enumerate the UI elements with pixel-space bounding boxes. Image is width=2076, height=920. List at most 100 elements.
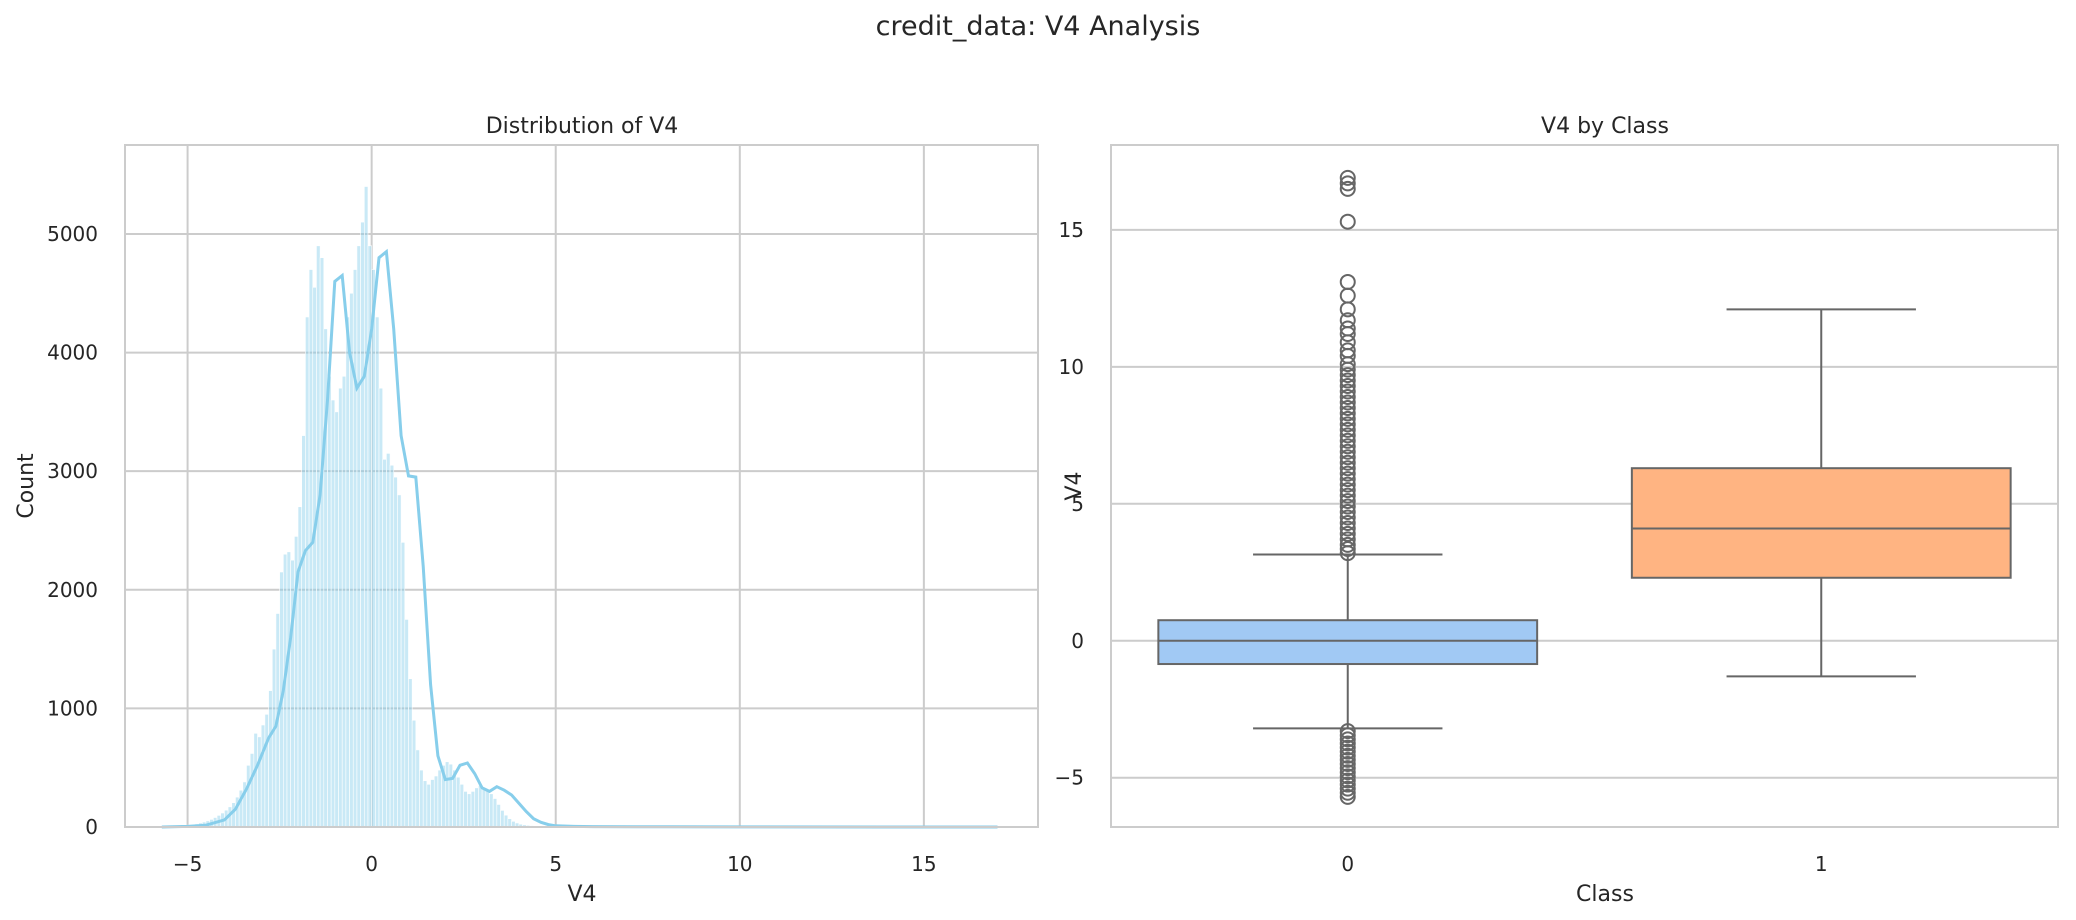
boxplot-outlier [1339,747,1356,764]
histogram-bar [489,793,494,828]
boxplot-outlier [1339,180,1356,197]
boxplot-box [1157,619,1539,666]
boxplot-outlier [1339,169,1356,186]
boxplot-outlier [1339,372,1356,389]
histogram-bar [268,690,273,828]
boxplot-outlier [1339,427,1356,444]
histogram-bar [371,269,376,828]
histogram-bar [231,802,236,828]
boxplot-y-tick-label: 5 [1071,492,1084,516]
histogram-y-tick-label: 4000 [47,341,98,365]
boxplot-outlier [1339,443,1356,460]
boxplot-y-label: V4 [1062,471,1087,500]
boxplot-outlier [1339,776,1356,793]
boxplot-outlier [1339,460,1356,477]
histogram-bar [345,316,350,828]
boxplot-outlier [1339,175,1356,192]
boxplot-outlier [1339,399,1356,416]
histogram-bar [308,269,314,828]
histogram-bar [478,785,483,828]
histogram-bar [253,732,258,828]
boxplot-title: V4 by Class [1541,114,1669,139]
histogram-x-tick-label: 15 [911,852,936,876]
boxplot-outlier [1339,504,1356,521]
boxplot-outlier [1339,498,1356,515]
boxplot-outlier [1339,394,1356,411]
histogram-x-label: V4 [567,882,596,907]
histogram-bar [338,387,343,828]
histogram-bar [382,459,387,828]
histogram-title: Distribution of V4 [486,114,679,139]
histogram-bar [426,784,431,828]
boxplot-outlier [1339,273,1356,290]
histogram-bar [474,787,479,828]
boxplot-y-tick-label: 0 [1071,629,1084,653]
boxplot-outlier [1339,493,1356,510]
boxplot-frame [1110,144,2059,828]
boxplot-outlier [1339,768,1356,785]
histogram-bar [375,316,380,828]
boxplot-outlier [1339,405,1356,422]
figure-suptitle: credit_data: V4 Analysis [876,11,1201,42]
histogram-y-tick-label: 2000 [47,578,98,602]
histogram-bar [249,753,255,828]
boxplot-outlier [1339,731,1356,748]
histogram-bar [444,761,450,828]
histogram-bar [503,814,509,828]
boxplot-outlier [1339,756,1356,773]
boxplot-outlier [1339,342,1356,359]
boxplot-box [1630,467,2012,579]
boxplot-outlier [1339,416,1356,433]
histogram-bar [419,769,424,828]
boxplot-outlier [1339,454,1356,471]
boxplot-y-tick-label: 15 [1059,218,1084,242]
boxplot-outlier [1339,367,1356,384]
boxplot-outlier [1339,540,1356,557]
histogram-bar [397,494,402,828]
histogram-bar [363,186,369,828]
boxplot-outlier [1339,334,1356,351]
histogram-bar [264,714,269,828]
boxplot-outlier [1339,735,1356,752]
histogram-bar [433,775,439,828]
boxplot-outlier [1339,482,1356,499]
histogram-bar [271,648,277,828]
histogram-bar [437,769,442,828]
boxplot-outlier [1339,780,1356,797]
histogram-bar [496,804,501,828]
boxplot-y-tick-label: 10 [1059,355,1084,379]
boxplot-outlier [1339,312,1356,329]
histogram-bar [448,763,453,828]
boxplot-outlier [1339,727,1356,744]
histogram-bar [389,464,395,828]
boxplot-outlier [1339,383,1356,400]
boxplot-outlier [1339,378,1356,395]
boxplot-outlier [1339,438,1356,455]
histogram-bar [334,411,339,828]
boxplot-outlier [1339,536,1356,553]
boxplot-x-tick-label: 1 [1815,852,1828,876]
boxplot-outlier [1339,421,1356,438]
histogram-y-label: Count [14,453,39,519]
boxplot-y-tick-label: −5 [1055,766,1084,790]
boxplot-x-tick-label: 0 [1341,852,1354,876]
boxplot-x-label: Class [1576,882,1634,907]
histogram-bar [316,245,321,828]
histogram-bar [485,789,490,828]
histogram-bar [456,776,461,828]
boxplot-y-ticks: −5 0 5 10 15 [1055,218,1084,790]
boxplot-outlier [1339,525,1356,542]
boxplot-class-0 [1157,169,1539,805]
histogram-y-tick-label: 5000 [47,222,98,246]
histogram-bar [341,375,347,828]
histogram-x-tick-label: 10 [727,852,752,876]
boxplot-outlier [1339,320,1356,337]
boxplot-panel: V4 by Class 0 1 −5 0 5 10 15 Class V4 [1055,114,2059,907]
histogram-bar [500,810,505,828]
boxplot-outlier [1339,388,1356,405]
histogram-x-ticks: −5 0 5 10 15 [173,852,937,876]
histogram-bar [246,765,251,828]
boxplot-outlier [1339,531,1356,548]
boxplot-outlier [1339,449,1356,466]
